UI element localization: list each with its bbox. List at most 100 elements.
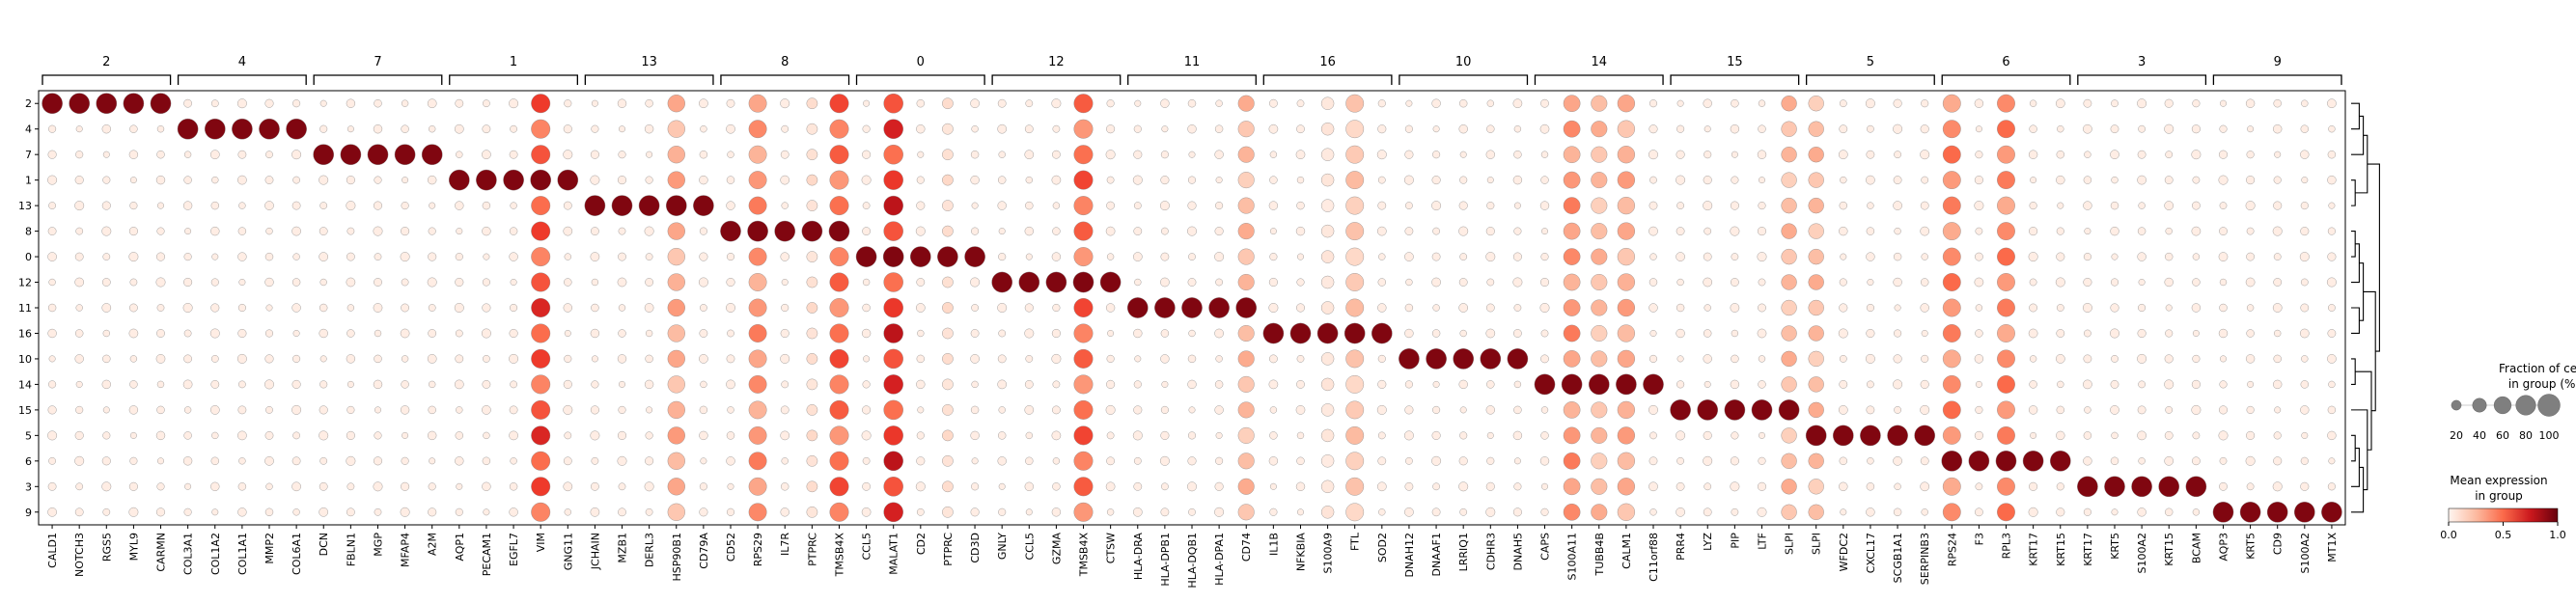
dot-3-SLPI — [1808, 479, 1824, 495]
dot-0-KRT5 — [2246, 252, 2255, 261]
dot-grid — [42, 93, 2342, 523]
dot-5-CAPS — [1540, 431, 1549, 440]
dot-6-TUBB4B — [1591, 452, 1608, 470]
dot-9-LYZ — [1703, 507, 1712, 517]
dot-15-MYL9 — [128, 405, 139, 415]
gene-label: CCL5 — [1023, 533, 1036, 561]
dot-5-RGS5 — [102, 431, 111, 440]
dot-14-S100A11 — [1561, 373, 1583, 396]
dot-13-GNLY — [997, 201, 1007, 210]
dot-15-CD3D — [970, 405, 980, 415]
dot-11-PTPRC — [942, 302, 954, 314]
dot-16-BCAM — [2192, 330, 2200, 337]
dot-11-HLA-DQB1 — [1181, 297, 1203, 318]
dot-0-CARMN — [155, 252, 165, 261]
dot-6-MFAP4 — [401, 456, 409, 465]
gene-label: CAPS — [1539, 533, 1552, 561]
row-label: 9 — [25, 507, 32, 519]
gene-label: NOTCH3 — [73, 533, 86, 577]
dot-14-LRRIQ1 — [1458, 379, 1468, 390]
dot-6-DCN — [319, 456, 328, 465]
dot-12-SERPINB3 — [1921, 278, 1929, 287]
dot-8-FBLN1 — [346, 227, 355, 235]
dot-15-DNAH12 — [1404, 405, 1414, 415]
dot-11-NOTCH3 — [75, 304, 83, 312]
dot-5-NFKBIA — [1296, 431, 1305, 440]
dot-7-RPL3 — [1997, 145, 2015, 164]
dot-2-KRT5 — [2111, 99, 2119, 108]
dot-9-FBLN1 — [346, 507, 355, 517]
dot-11-CD9 — [2272, 303, 2283, 313]
dot-11-MALAT1 — [883, 297, 903, 318]
dot-1-MYL9 — [129, 177, 137, 184]
dot-2-MT1X — [2327, 98, 2337, 108]
dot-9-CARMN — [155, 507, 165, 517]
dot-14-COL6A1 — [291, 379, 301, 389]
dot-3-S100A2 — [2131, 476, 2152, 498]
dot-3-DERL3 — [644, 481, 654, 492]
group-label: 4 — [238, 55, 246, 69]
dot-1-CD3D — [970, 175, 980, 185]
dot-8-DNAH12 — [1404, 227, 1414, 235]
dot-6-PIP — [1730, 456, 1739, 466]
dot-0-PIP — [1731, 253, 1739, 260]
dot-7-MALAT1 — [883, 144, 903, 165]
dot-11-TUBB4B — [1591, 299, 1608, 316]
dot-15-SERPINB3 — [1920, 404, 1930, 415]
group-label: 15 — [1727, 55, 1743, 69]
dot-2-S100A11 — [1563, 95, 1581, 113]
dot-10-SLPI — [1808, 350, 1824, 368]
dot-4-MMP2 — [259, 118, 280, 140]
dot-3-MYL9 — [128, 481, 138, 491]
dot-10-CDHR3 — [1480, 348, 1502, 370]
dot-1-SCGB1A1 — [1893, 176, 1902, 184]
dot-8-KRT17 — [2084, 228, 2091, 235]
dot-15-TUBB4B — [1591, 401, 1608, 419]
dot-6-S100A11 — [1563, 452, 1581, 470]
group-label: 12 — [1048, 55, 1065, 69]
gene-label: VIM — [535, 533, 547, 552]
dot-6-COL1A1 — [238, 457, 246, 465]
dot-13-SLPI — [1808, 197, 1824, 214]
dot-14-DERL3 — [644, 379, 654, 390]
dot-11-CD3D — [971, 304, 979, 312]
dot-12-MALAT1 — [883, 272, 903, 292]
dot-5-PTPRC — [942, 429, 954, 442]
dot-5-F3 — [1974, 430, 1983, 440]
dot-12-CALM1 — [1617, 273, 1636, 291]
dot-9-HLA-DQB1 — [1188, 507, 1196, 516]
dot-0-LTF — [1757, 252, 1767, 262]
dot-4-PTPRC — [942, 123, 954, 135]
dot-16-CD2 — [917, 329, 925, 338]
dot-13-CXCL17 — [1867, 202, 1874, 209]
dot-12-DNAH12 — [1405, 278, 1413, 287]
dot-6-DNAAF1 — [1431, 455, 1442, 466]
dot-8-HLA-DPB1 — [1161, 227, 1169, 235]
dot-15-VIM — [531, 399, 551, 420]
dot-16-S100A11 — [1563, 324, 1581, 343]
dot-12-DNAH5 — [1512, 277, 1523, 288]
dot-0-DCN — [319, 252, 329, 261]
group-bracket — [2077, 74, 2207, 85]
dot-1-PTPRC — [806, 174, 818, 186]
dot-6-DNAH5 — [1513, 457, 1521, 465]
dot-10-RPS29 — [748, 349, 767, 369]
dot-5-CCL5 — [861, 430, 872, 441]
dot-15-SLPI — [1808, 401, 1824, 419]
dot-8-AQP3 — [2219, 227, 2228, 235]
dot-3-HSP90B1 — [667, 478, 685, 496]
dot-4-CCL5 — [1024, 124, 1034, 134]
dot-13-PRR4 — [1676, 202, 1684, 209]
dot-10-COL1A2 — [210, 355, 219, 363]
dot-13-VIM — [531, 196, 551, 216]
dot-9-CD52 — [726, 507, 735, 516]
dot-15-CALD1 — [47, 405, 57, 415]
dot-7-LTF — [1757, 150, 1767, 159]
dot-15-MZB1 — [618, 405, 626, 414]
dot-16-LTF — [1757, 328, 1767, 339]
dot-5-S100A11 — [1563, 426, 1581, 445]
colorbar-tick-label: 1.0 — [2549, 529, 2566, 541]
dot-14-COL3A1 — [182, 379, 193, 390]
dot-1-DNAH12 — [1403, 175, 1414, 185]
row-label: 5 — [25, 429, 32, 442]
